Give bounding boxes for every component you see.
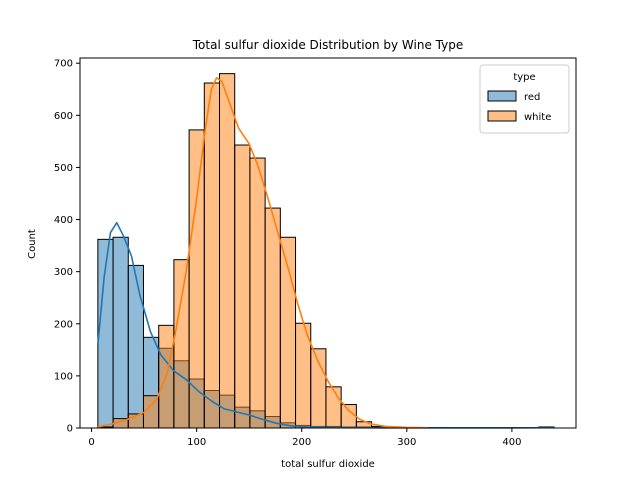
y-axis-label: Count bbox=[27, 229, 38, 259]
legend: type red white bbox=[479, 64, 570, 134]
chart-title: Total sulfur dioxide Distribution by Win… bbox=[192, 38, 463, 52]
x-tick-label: 400 bbox=[502, 437, 521, 448]
y-tick-label: 600 bbox=[54, 111, 73, 122]
x-axis-label: total sulfur dioxide bbox=[281, 459, 375, 470]
x-tick-label: 100 bbox=[187, 437, 206, 448]
legend-swatch-red bbox=[487, 90, 517, 102]
histogram-bar-white bbox=[234, 144, 251, 429]
y-tick-label: 200 bbox=[54, 319, 73, 330]
x-tick-label: 300 bbox=[397, 437, 416, 448]
histogram-bar-white bbox=[249, 157, 266, 429]
histogram-bar-white bbox=[325, 386, 342, 429]
histogram-bar-white bbox=[203, 82, 221, 429]
y-tick-label: 300 bbox=[54, 267, 73, 278]
legend-label-red: red bbox=[524, 92, 540, 103]
plot-area: 0 100 200 300 400 0 100 200 300 400 500 600 700 bbox=[54, 57, 577, 448]
histogram-bar-white bbox=[188, 129, 205, 429]
histogram-bar-red bbox=[112, 236, 129, 429]
y-tick-label: 700 bbox=[54, 59, 73, 70]
kde-line-white bbox=[97, 77, 428, 429]
legend-label-white: white bbox=[524, 112, 551, 123]
y-tick-label: 500 bbox=[54, 163, 73, 174]
x-tick-label: 0 bbox=[88, 437, 94, 448]
legend-swatch-white bbox=[487, 110, 517, 122]
axes-frame bbox=[79, 57, 577, 429]
histogram-bar-red bbox=[127, 264, 144, 429]
y-tick-label: 0 bbox=[67, 424, 73, 435]
histogram-bar-white bbox=[173, 259, 190, 429]
histogram-bar-white bbox=[340, 404, 357, 429]
legend-title: type bbox=[513, 72, 535, 83]
histogram-bar-white bbox=[264, 207, 281, 429]
histogram-bar-white bbox=[219, 73, 236, 429]
y-tick-label: 400 bbox=[54, 215, 73, 226]
x-tick-label: 200 bbox=[292, 437, 311, 448]
y-tick-label: 100 bbox=[54, 371, 73, 382]
